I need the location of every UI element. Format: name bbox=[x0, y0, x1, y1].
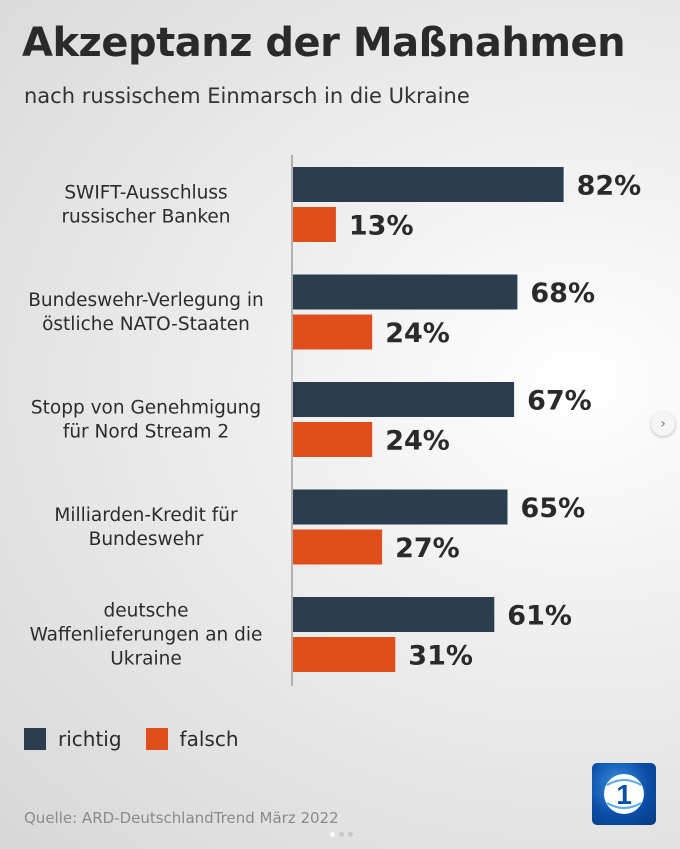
source-note: Quelle: ARD-DeutschlandTrend März 2022 bbox=[24, 809, 339, 827]
bar-falsch-4 bbox=[293, 637, 396, 672]
bar-falsch-1 bbox=[293, 314, 373, 350]
ard-logo-mark: 1 bbox=[604, 774, 644, 814]
value-label-richtig-0: 82% bbox=[577, 171, 642, 202]
bar-falsch-2 bbox=[293, 422, 373, 457]
ard-logo-icon: 1 bbox=[592, 763, 656, 825]
value-label-richtig-2: 67% bbox=[527, 386, 592, 417]
bar-richtig-0 bbox=[293, 167, 564, 202]
bar-richtig-1 bbox=[293, 274, 518, 310]
value-label-falsch-0: 13% bbox=[349, 211, 414, 242]
carousel-indicator bbox=[328, 832, 355, 837]
bar-chart: 82% 13% SWIFT-Ausschluss russischer Banken 6… bbox=[28, 155, 642, 686]
bar-richtig-4 bbox=[293, 597, 495, 632]
legend-label-richtig: richtig bbox=[58, 727, 122, 751]
category-label-2: Stopp von Genehmigung für Nord Stream 2 bbox=[31, 398, 261, 443]
value-label-falsch-3: 27% bbox=[395, 533, 460, 564]
category-label-1: Bundeswehr-Verlegung in östliche NATO-Sta… bbox=[28, 290, 264, 335]
category-label-3: Milliarden-Kredit für Bundeswehr bbox=[54, 505, 238, 550]
bar-richtig-3 bbox=[293, 489, 508, 525]
legend-item-falsch: falsch bbox=[145, 727, 239, 751]
chevron-right-icon: › bbox=[660, 416, 666, 432]
legend: richtig falsch bbox=[24, 727, 263, 751]
carousel-dot-3[interactable] bbox=[348, 832, 353, 837]
legend-swatch-richtig bbox=[24, 728, 46, 750]
carousel-dot-2[interactable] bbox=[339, 832, 344, 837]
legend-label-falsch: falsch bbox=[179, 727, 239, 751]
bar-falsch-0 bbox=[293, 207, 336, 242]
value-label-richtig-4: 61% bbox=[507, 601, 572, 632]
legend-item-richtig: richtig bbox=[24, 727, 122, 751]
bar-richtig-2 bbox=[293, 382, 515, 417]
ard-logo-text: 1 bbox=[616, 779, 632, 810]
legend-swatch-falsch bbox=[145, 728, 168, 750]
next-slide-button[interactable]: › bbox=[651, 412, 675, 436]
bar-falsch-3 bbox=[293, 529, 383, 565]
value-label-richtig-1: 68% bbox=[530, 278, 595, 309]
value-label-falsch-2: 24% bbox=[385, 426, 450, 457]
category-label-4: deutsche Waffenlieferungen an die Ukraine bbox=[30, 601, 263, 670]
value-label-falsch-1: 24% bbox=[385, 318, 450, 349]
chart-subtitle: nach russischem Einmarsch in die Ukraine bbox=[24, 84, 470, 108]
carousel-dot-1[interactable] bbox=[330, 832, 335, 837]
category-label-0: SWIFT-Ausschluss russischer Banken bbox=[61, 183, 230, 228]
value-label-falsch-4: 31% bbox=[408, 641, 473, 672]
value-label-richtig-3: 65% bbox=[521, 493, 586, 524]
chart-title: Akzeptanz der Maßnahmen bbox=[22, 20, 626, 66]
